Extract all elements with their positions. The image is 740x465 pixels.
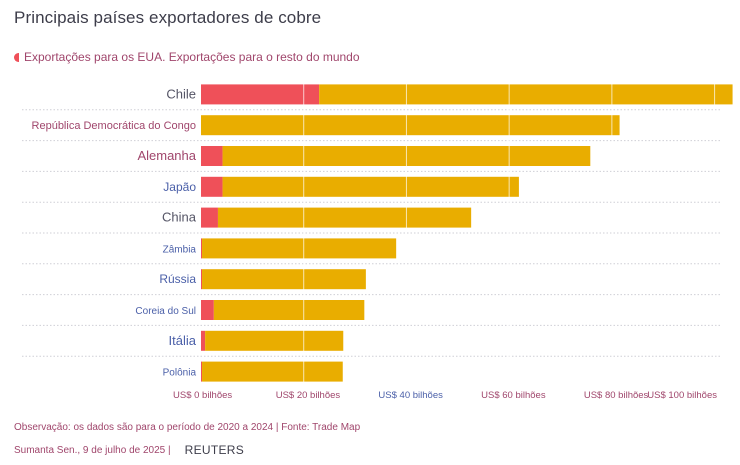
x-tick-label: US$ 100 bilhões [647,390,717,401]
category-label: Zâmbia [163,244,197,255]
bar-rest-6 [202,269,366,290]
bar-us-0 [201,84,320,105]
bar-us-3 [201,176,223,197]
bar-rest-9 [202,361,343,382]
bar-us-4 [201,207,218,228]
category-label: Rússia [159,272,196,286]
bar-us-8 [201,330,206,351]
bar-rest-1 [201,115,620,136]
category-label: Itália [169,333,197,348]
bar-us-7 [201,300,214,320]
x-tick-label: US$ 40 bilhões [378,390,443,401]
category-label: Chile [166,86,196,101]
category-label: China [162,210,197,225]
footer-byline: Sumanta Sen., 9 de julho de 2025 | REUTE… [14,443,244,457]
legend-text: Exportações para os EUA. Exportações par… [24,50,360,64]
bar-us-6 [201,269,203,290]
legend: Exportações para os EUA. Exportações par… [14,50,360,64]
legend-swatch-us [14,52,19,62]
category-label: Polônia [163,368,197,379]
reuters-logo: REUTERS [184,443,245,457]
category-label: República Democrática do Congo [32,120,196,132]
bar-us-5 [201,238,203,259]
bar-chart: Chile República Democrática do Congo Alema… [22,84,733,401]
x-tick-label: US$ 60 bilhões [481,390,546,401]
category-label: Alemanha [137,148,196,163]
byline-text: Sumanta Sen., 9 de julho de 2025 | [14,444,171,456]
bar-rest-7 [213,300,365,320]
bar-us-9 [201,361,203,382]
bar-rest-4 [217,207,472,228]
category-label: Japão [163,180,196,194]
bar-rest-8 [205,330,344,351]
x-tick-label: US$ 0 bilhões [173,390,232,401]
x-tick-label: US$ 20 bilhões [276,390,341,401]
chart-title: Principais países exportadores de cobre [14,8,322,27]
bar-rest-3 [222,176,519,197]
category-label: Coreia do Sul [135,306,196,317]
bar-rest-5 [202,238,397,259]
bar-rest-0 [319,84,733,105]
bar-us-2 [201,146,223,166]
x-tick-label: US$ 80 bilhões [584,390,649,401]
footer-note: Observação: os dados são para o período … [14,422,361,433]
